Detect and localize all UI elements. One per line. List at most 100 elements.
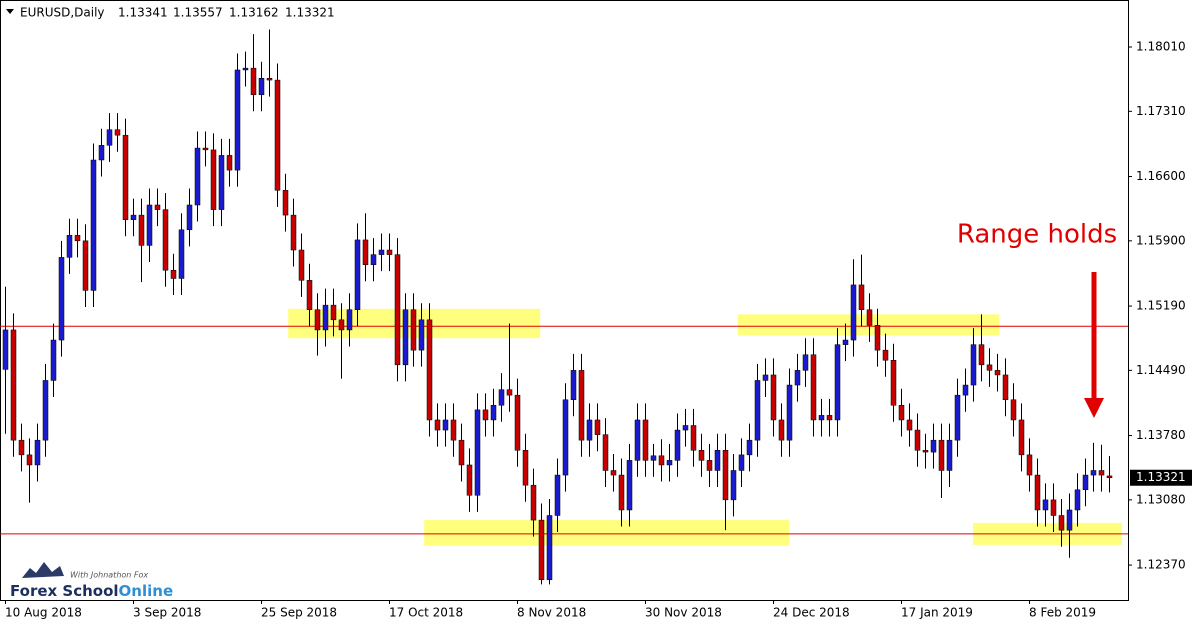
- candle-body: [386, 249, 393, 255]
- candle-body: [250, 67, 257, 96]
- candle-body: [346, 309, 353, 331]
- candle-body: [738, 454, 745, 471]
- candle-body: [746, 439, 753, 456]
- candle-body: [122, 134, 129, 220]
- x-tick-label: 25 Sep 2018: [261, 606, 337, 620]
- candle-body: [810, 354, 817, 421]
- tagline: With Johnathon Fox: [70, 571, 148, 580]
- candle-body: [978, 344, 985, 366]
- candle-body: [506, 389, 513, 396]
- candle-body: [266, 77, 273, 81]
- candle-body: [786, 384, 793, 441]
- y-tick-label: 1.18010: [1136, 40, 1186, 54]
- candle-body: [1050, 499, 1057, 516]
- candle-body: [1018, 419, 1025, 456]
- candle-body: [298, 249, 305, 281]
- y-tick-label: 1.16600: [1136, 169, 1186, 183]
- candle-body: [930, 439, 937, 453]
- candle-body: [986, 364, 993, 371]
- candle-body: [794, 370, 801, 386]
- candle-body: [314, 309, 321, 331]
- candle-body: [722, 450, 729, 501]
- candle-body: [402, 309, 409, 366]
- candle-body: [754, 380, 761, 441]
- header: EURUSD,Daily 1.13341 1.13557 1.13162 1.1…: [20, 6, 335, 20]
- candle-body: [498, 389, 505, 406]
- candle-body: [578, 370, 585, 441]
- arrow-head: [1084, 398, 1104, 418]
- candle-body: [1090, 470, 1097, 476]
- candle-body: [1058, 515, 1065, 531]
- candle-body: [202, 147, 209, 151]
- candle-body: [178, 229, 185, 279]
- candle-body: [74, 235, 81, 242]
- candle-body: [866, 309, 873, 326]
- candle-body: [1066, 509, 1073, 531]
- candle-body: [210, 149, 217, 210]
- candle-body: [330, 304, 337, 321]
- candle-body: [162, 209, 169, 271]
- candle-body: [362, 239, 369, 265]
- candle-body: [906, 419, 913, 431]
- candle-body: [898, 405, 905, 421]
- candle-body: [762, 374, 769, 381]
- candle-body: [170, 269, 177, 279]
- candle-body: [194, 147, 201, 206]
- candle-body: [130, 214, 137, 220]
- candle-body: [650, 455, 657, 461]
- candle-body: [922, 450, 929, 453]
- candle-body: [34, 439, 41, 466]
- y-tick-label: 1.15190: [1136, 299, 1186, 313]
- candle-body: [770, 374, 777, 421]
- candle-body: [538, 519, 545, 581]
- ohlc-open: 1.13341: [118, 6, 168, 20]
- price-label: 1.13321: [1136, 470, 1186, 484]
- candle-body: [730, 470, 737, 501]
- candle-body: [658, 455, 665, 466]
- candle-body: [802, 354, 809, 371]
- candle-body: [322, 304, 329, 331]
- candle-body: [562, 399, 569, 476]
- y-tick-label: 1.14490: [1136, 363, 1186, 377]
- x-tick-label: 10 Aug 2018: [5, 606, 82, 620]
- candle-body: [994, 370, 1001, 376]
- candle-body: [186, 204, 193, 231]
- candle-body: [370, 254, 377, 265]
- annotation: Range holds: [957, 220, 1117, 250]
- candle-body: [274, 79, 281, 191]
- candle-body: [954, 394, 961, 441]
- candle-body: [394, 254, 401, 366]
- x-tick-label: 3 Sep 2018: [133, 606, 201, 620]
- candle-body: [546, 515, 553, 581]
- watermark: With Johnathon Fox Forex SchoolOnline: [10, 562, 173, 600]
- candle-body: [970, 344, 977, 386]
- brand: Forex SchoolOnline: [10, 582, 173, 600]
- candle-body: [530, 484, 537, 521]
- menu-triangle: [6, 9, 14, 14]
- candle-body: [290, 214, 297, 251]
- candle-body: [378, 249, 385, 255]
- candle-body: [642, 419, 649, 461]
- candle-body: [18, 439, 25, 456]
- candle-body: [938, 439, 945, 471]
- candle-body: [218, 155, 225, 210]
- zone: [424, 520, 789, 546]
- candle-body: [114, 129, 121, 136]
- candle-body: [850, 284, 857, 341]
- candle-body: [98, 145, 105, 161]
- candle-body: [306, 280, 313, 310]
- candle-body: [818, 415, 825, 421]
- candle-body: [42, 380, 49, 441]
- candle-body: [26, 454, 33, 466]
- candle-body: [338, 319, 345, 331]
- ohlc-high: 1.13557: [173, 6, 223, 20]
- candle-body: [890, 359, 897, 406]
- candle-body: [1002, 374, 1009, 400]
- candle-body: [1106, 475, 1113, 478]
- y-tick-label: 1.12370: [1136, 558, 1186, 572]
- candle-body: [58, 257, 65, 341]
- candle-body: [1098, 470, 1105, 476]
- candle-body: [682, 425, 689, 431]
